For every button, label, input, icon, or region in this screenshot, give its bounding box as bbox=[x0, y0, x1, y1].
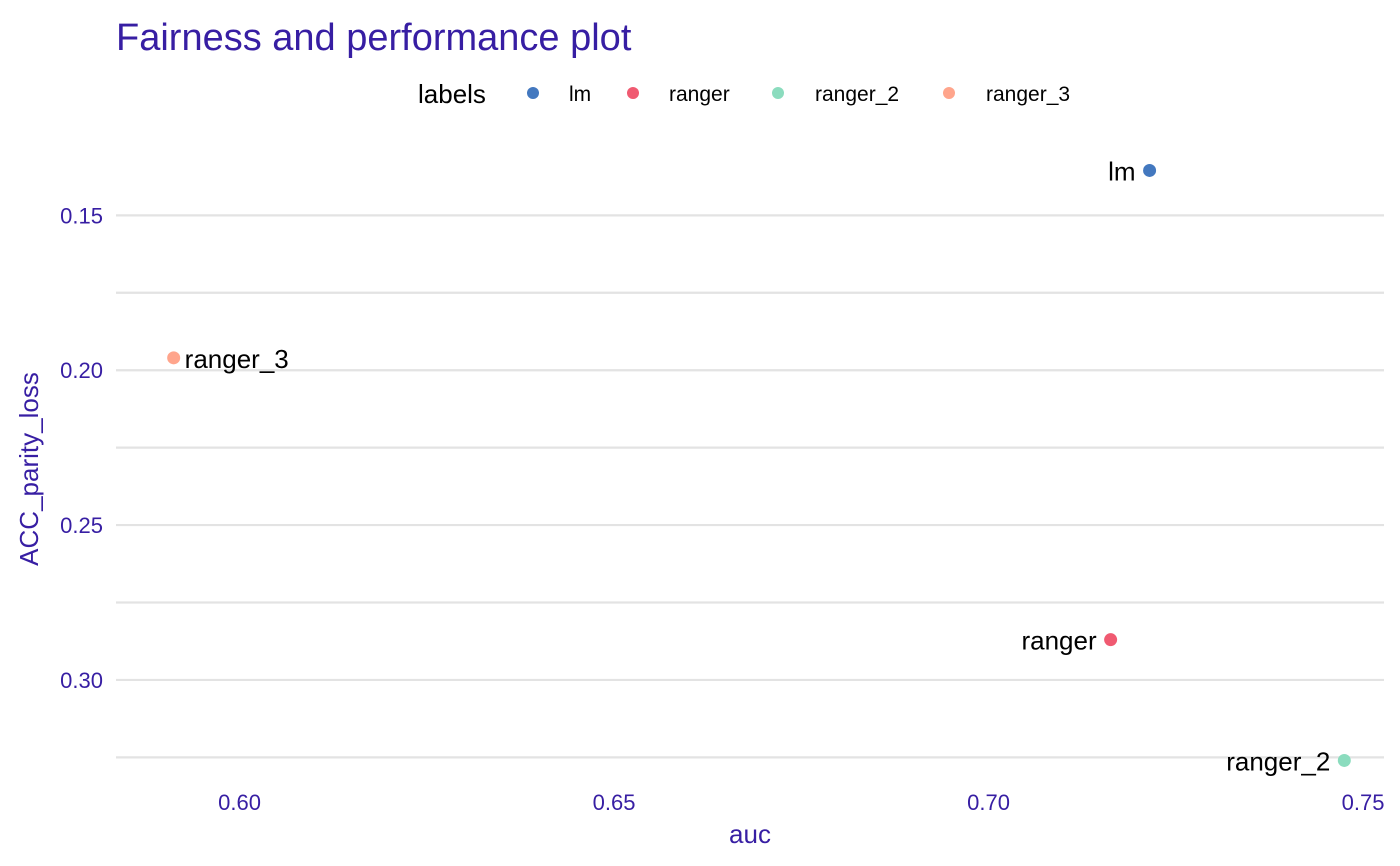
legend-key-lm bbox=[527, 87, 539, 99]
y-axis-label: ACC_parity_loss bbox=[14, 372, 44, 566]
legend-key-ranger-3 bbox=[943, 87, 955, 99]
y-tick-label: 0.30 bbox=[60, 668, 103, 693]
gridlines bbox=[116, 214, 1384, 759]
point-ranger bbox=[1104, 633, 1118, 647]
y-axis-ticks: 0.15 0.20 0.25 0.30 bbox=[60, 203, 103, 693]
legend-label-ranger-3: ranger_3 bbox=[986, 83, 1070, 106]
legend-key-ranger bbox=[627, 87, 639, 99]
legend: labels lm ranger ranger_2 ranger_3 bbox=[418, 79, 1070, 109]
x-tick-label: 0.65 bbox=[593, 790, 636, 815]
point-label-ranger: ranger bbox=[1021, 626, 1096, 656]
point-ranger-2 bbox=[1337, 753, 1351, 767]
y-tick-label: 0.25 bbox=[60, 513, 103, 538]
x-tick-label: 0.75 bbox=[1342, 790, 1385, 815]
point-ranger-3 bbox=[167, 351, 181, 365]
legend-key-ranger-2 bbox=[772, 87, 784, 99]
chart-title: Fairness and performance plot bbox=[116, 17, 632, 59]
data-points: lm ranger ranger_2 ranger_3 bbox=[167, 156, 1351, 776]
x-axis-ticks: 0.60 0.65 0.70 0.75 bbox=[218, 790, 1384, 815]
y-tick-label: 0.15 bbox=[60, 203, 103, 228]
point-label-lm: lm bbox=[1108, 156, 1135, 186]
x-tick-label: 0.70 bbox=[967, 790, 1010, 815]
legend-title: labels bbox=[418, 79, 486, 109]
x-axis-label: auc bbox=[729, 819, 771, 849]
x-tick-label: 0.60 bbox=[218, 790, 261, 815]
legend-label-lm: lm bbox=[569, 83, 591, 106]
legend-label-ranger-2: ranger_2 bbox=[815, 83, 899, 106]
point-label-ranger-3: ranger_3 bbox=[185, 344, 289, 374]
y-tick-label: 0.20 bbox=[60, 358, 103, 383]
point-label-ranger-2: ranger_2 bbox=[1226, 746, 1330, 776]
point-lm bbox=[1143, 163, 1157, 177]
legend-label-ranger: ranger bbox=[669, 83, 730, 106]
